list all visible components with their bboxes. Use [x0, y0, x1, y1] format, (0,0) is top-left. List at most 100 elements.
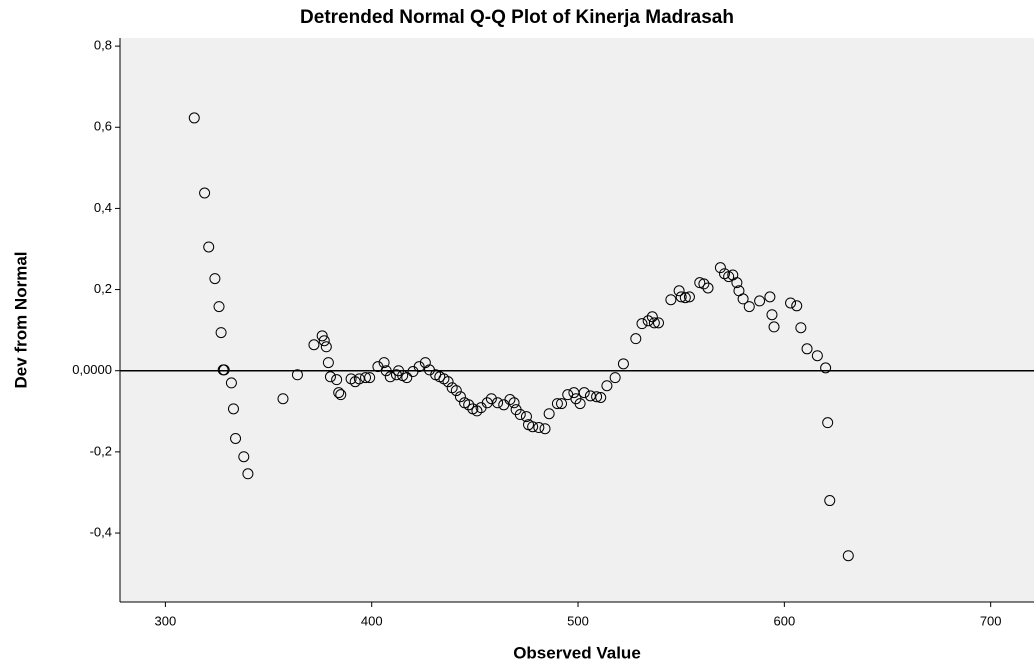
- point: [454, 391, 466, 403]
- point: [335, 389, 347, 401]
- point: [694, 277, 706, 289]
- point: [764, 291, 776, 303]
- point: [795, 322, 807, 334]
- point: [768, 321, 780, 333]
- point: [591, 391, 603, 403]
- point: [811, 350, 823, 362]
- y-tick-label: 0,2: [94, 281, 112, 296]
- plot-area: [120, 38, 1034, 602]
- point: [539, 423, 551, 435]
- point: [648, 317, 660, 329]
- point: [791, 300, 803, 312]
- point: [578, 387, 590, 399]
- point: [485, 393, 497, 405]
- point: [318, 335, 330, 347]
- point: [636, 318, 648, 330]
- point: [508, 397, 520, 409]
- point: [291, 369, 303, 381]
- point: [230, 432, 242, 444]
- point: [652, 317, 664, 329]
- point: [277, 393, 289, 405]
- y-tick-label: 0,8: [94, 38, 112, 53]
- y-axis-label: Dev from Normal: [11, 252, 30, 389]
- point: [675, 291, 687, 303]
- chart-title: Detrended Normal Q-Q Plot of Kinerja Mad…: [300, 7, 734, 28]
- x-tick-label: 500: [567, 613, 589, 628]
- point: [209, 273, 221, 285]
- point: [574, 398, 586, 410]
- point: [308, 339, 320, 351]
- point: [601, 380, 613, 392]
- y-tick-label: 0,6: [94, 119, 112, 134]
- point: [543, 408, 555, 420]
- point: [378, 357, 390, 369]
- point: [442, 376, 454, 388]
- point: [203, 241, 215, 253]
- point: [471, 405, 483, 417]
- x-tick-label: 600: [774, 613, 796, 628]
- x-tick-label: 400: [361, 613, 383, 628]
- point: [737, 293, 749, 305]
- point: [698, 278, 710, 290]
- point: [820, 362, 832, 374]
- point: [324, 371, 336, 383]
- point: [218, 364, 230, 376]
- point: [384, 371, 396, 383]
- y-tick-label: -0,2: [90, 443, 112, 458]
- point: [646, 311, 658, 323]
- point: [754, 295, 766, 307]
- point: [702, 282, 714, 294]
- y-tick-label: -0,4: [90, 524, 112, 539]
- point: [333, 387, 345, 399]
- point: [215, 327, 227, 339]
- point: [520, 411, 532, 423]
- point: [492, 397, 504, 409]
- point: [595, 391, 607, 403]
- point: [609, 372, 621, 384]
- x-axis-label: Observed Value: [513, 643, 641, 662]
- point: [617, 358, 629, 370]
- point: [242, 468, 254, 480]
- point: [213, 301, 225, 313]
- point: [785, 297, 797, 309]
- point: [331, 374, 343, 386]
- point: [584, 390, 596, 402]
- point: [766, 309, 778, 321]
- point: [673, 285, 685, 297]
- point: [188, 112, 200, 124]
- point: [824, 495, 836, 507]
- point: [731, 277, 743, 289]
- point: [630, 333, 642, 345]
- point: [322, 357, 334, 369]
- point: [450, 385, 462, 397]
- point: [683, 291, 695, 303]
- point: [801, 343, 813, 355]
- point: [413, 361, 425, 373]
- point: [679, 292, 691, 304]
- x-tick-label: 700: [980, 613, 1002, 628]
- point: [225, 377, 237, 389]
- point: [401, 372, 413, 384]
- point: [360, 372, 372, 384]
- point: [556, 398, 568, 410]
- point: [504, 394, 516, 406]
- point: [227, 403, 239, 415]
- point: [463, 399, 475, 411]
- point: [642, 315, 654, 327]
- point: [551, 398, 563, 410]
- point: [320, 341, 332, 353]
- point: [714, 262, 726, 274]
- y-tick-label: 0,0000: [72, 362, 112, 377]
- point: [842, 550, 854, 562]
- point: [316, 330, 328, 342]
- point: [533, 422, 545, 434]
- point: [822, 417, 834, 429]
- x-tick-label: 300: [155, 613, 177, 628]
- point: [199, 187, 211, 199]
- point: [665, 294, 677, 306]
- point: [527, 421, 539, 433]
- point: [364, 372, 376, 384]
- y-tick-label: 0,4: [94, 200, 112, 215]
- point: [743, 301, 755, 313]
